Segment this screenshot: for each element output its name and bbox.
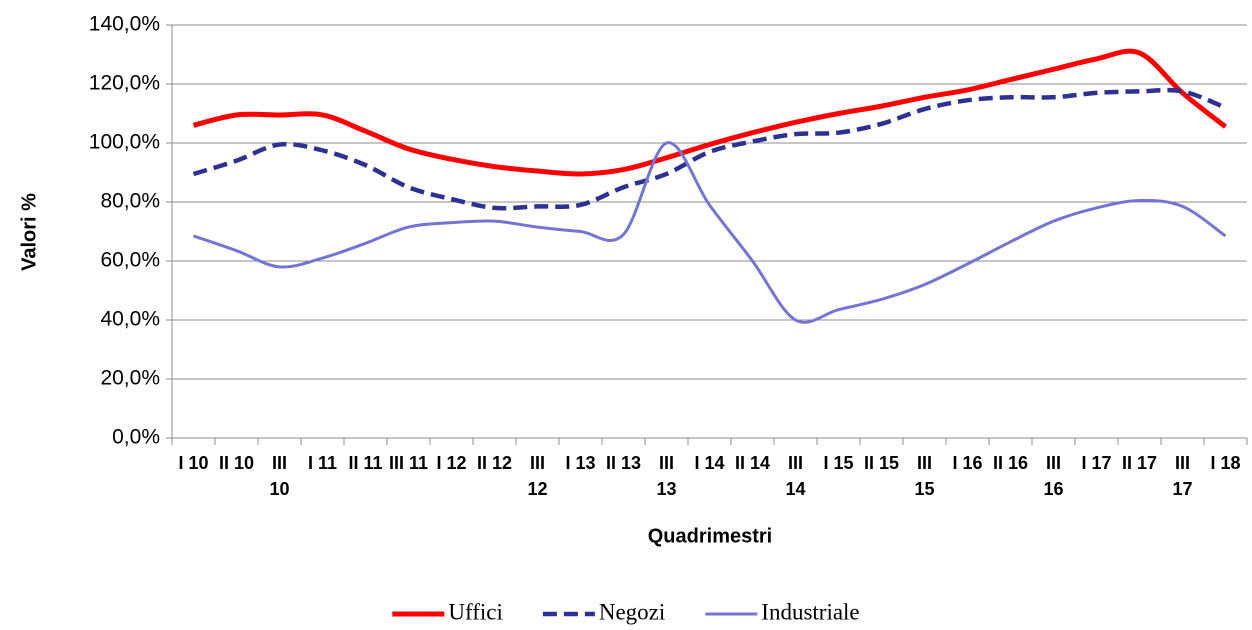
x-tick-label: III 16 (1043, 453, 1064, 499)
x-tick-label: I 16 (952, 453, 983, 473)
legend-label: Industriale (761, 599, 859, 624)
series-line (192, 48, 1228, 177)
y-tick-label: 40,0% (100, 308, 160, 331)
x-tick-label: III 12 (527, 453, 548, 499)
x-tick-label: II 15 (863, 453, 900, 473)
y-tick-label: 60,0% (100, 249, 160, 272)
x-tick-label: II 10 (218, 453, 255, 473)
y-tick-label: 100,0% (89, 131, 160, 154)
legend-label: Negozi (599, 599, 665, 624)
x-tick-label: I 18 (1210, 453, 1241, 473)
y-tick-label: 120,0% (89, 72, 160, 95)
x-tick-label: I 17 (1081, 453, 1112, 473)
x-axis-label: Quadrimestri (648, 525, 772, 547)
x-tick-label: I 13 (565, 453, 596, 473)
y-tick-label: 20,0% (100, 367, 160, 390)
x-tick-label: III 17 (1172, 453, 1193, 499)
x-tick-label: II 13 (605, 453, 642, 473)
y-tick-label: 80,0% (100, 190, 160, 213)
x-tick-label: II 12 (476, 453, 513, 473)
x-tick-label: II 14 (734, 453, 771, 473)
x-tick-label: I 12 (436, 453, 467, 473)
y-axis-label: Valori % (18, 193, 40, 271)
x-tick-label: III 10 (269, 453, 290, 499)
x-tick-label: III 15 (914, 453, 935, 499)
x-tick-label: II 17 (1121, 453, 1158, 473)
x-tick-label: III 13 (656, 453, 677, 499)
legend-label: Uffici (448, 599, 503, 624)
x-tick-label: I 15 (823, 453, 854, 473)
x-tick-label: III 14 (785, 453, 806, 499)
y-tick-label: 140,0% (89, 13, 160, 36)
x-tick-label: I 10 (178, 453, 209, 473)
x-tick-label: I 14 (694, 453, 725, 473)
x-tick-label: II 11 (348, 453, 383, 473)
x-tick-label: III 11 (388, 453, 429, 473)
y-tick-label: 0,0% (112, 426, 160, 449)
x-tick-label: II 16 (992, 453, 1029, 473)
series-line (192, 87, 1227, 211)
series-line (193, 141, 1227, 324)
x-tick-label: I 11 (307, 453, 338, 473)
